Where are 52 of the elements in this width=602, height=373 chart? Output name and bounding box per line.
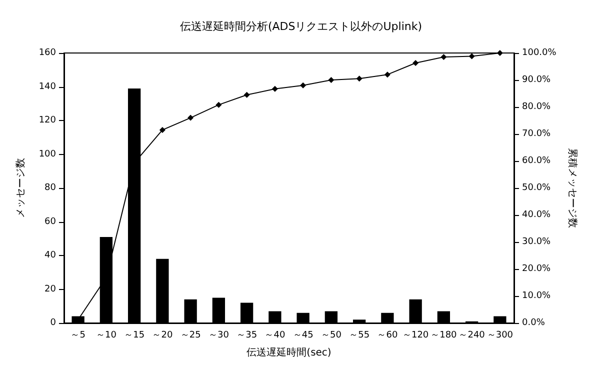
x-tick-label: ～15 bbox=[124, 330, 145, 340]
x-tick-label: ～120 bbox=[402, 330, 429, 340]
y-tick-label: 40 bbox=[44, 250, 56, 260]
point bbox=[384, 72, 390, 78]
point bbox=[300, 82, 306, 88]
y-tick-label: 80 bbox=[44, 183, 56, 193]
x-tick-label: ～180 bbox=[430, 330, 458, 340]
y2-tick-label: 100.0% bbox=[522, 48, 557, 58]
point bbox=[328, 77, 334, 83]
x-tick-label: ～5 bbox=[70, 330, 86, 340]
x-tick-label: ～55 bbox=[349, 330, 370, 340]
point bbox=[440, 54, 447, 60]
x-tick-label: ～300 bbox=[486, 330, 514, 340]
y2-tick-label: 10.0% bbox=[522, 291, 552, 301]
y-axis-title: メッセージ数 bbox=[16, 158, 26, 218]
y-tick-label: 160 bbox=[38, 48, 56, 58]
chart-title: 伝送遅延時間分析(ADSリクエスト以外のUplink) bbox=[180, 20, 422, 33]
y2-tick-label: 20.0% bbox=[522, 264, 552, 274]
x-axis-title: 伝送遅延時間(sec) bbox=[246, 346, 332, 358]
x-tick-label: ～35 bbox=[236, 330, 258, 340]
y2-tick-label: 80.0% bbox=[522, 102, 552, 112]
y2-axis-title: 累積メッセージ数 bbox=[566, 148, 579, 228]
x-tick-label: ～20 bbox=[152, 330, 173, 340]
point bbox=[188, 114, 194, 121]
x-tick-label: ～10 bbox=[96, 330, 117, 340]
x-tick-label: ～45 bbox=[292, 330, 314, 340]
y-tick-label: 140 bbox=[38, 82, 56, 92]
y-tick-label: 100 bbox=[38, 149, 56, 160]
point bbox=[356, 76, 362, 82]
y-tick-label: 0 bbox=[50, 318, 56, 328]
x-tick-label: ～30 bbox=[208, 330, 230, 340]
point bbox=[272, 86, 278, 92]
point bbox=[216, 102, 222, 108]
x-tick-label: ～40 bbox=[264, 330, 286, 340]
y2-tick-label: 90.0% bbox=[522, 75, 552, 85]
x-tick-label: ～25 bbox=[180, 330, 201, 340]
y2-tick-label: 30.0% bbox=[522, 237, 552, 247]
y2-tick-label: 0.0% bbox=[522, 318, 546, 328]
point bbox=[159, 126, 166, 133]
point bbox=[468, 53, 475, 60]
x-tick-label: ～60 bbox=[377, 330, 398, 340]
y-tick-label: 20 bbox=[44, 284, 56, 294]
y2-tick-label: 70.0% bbox=[522, 129, 552, 139]
y-tick-label: 120 bbox=[38, 116, 56, 126]
point bbox=[244, 92, 250, 98]
y2-tick-label: 40.0% bbox=[522, 210, 552, 220]
x-tick-label: ～240 bbox=[458, 330, 486, 340]
y2-tick-label: 50.0% bbox=[522, 183, 552, 193]
y-tick-label: 60 bbox=[44, 216, 56, 227]
x-tick-label: ～50 bbox=[320, 330, 342, 340]
y2-tick-label: 60.0% bbox=[522, 156, 552, 166]
point bbox=[412, 60, 419, 66]
